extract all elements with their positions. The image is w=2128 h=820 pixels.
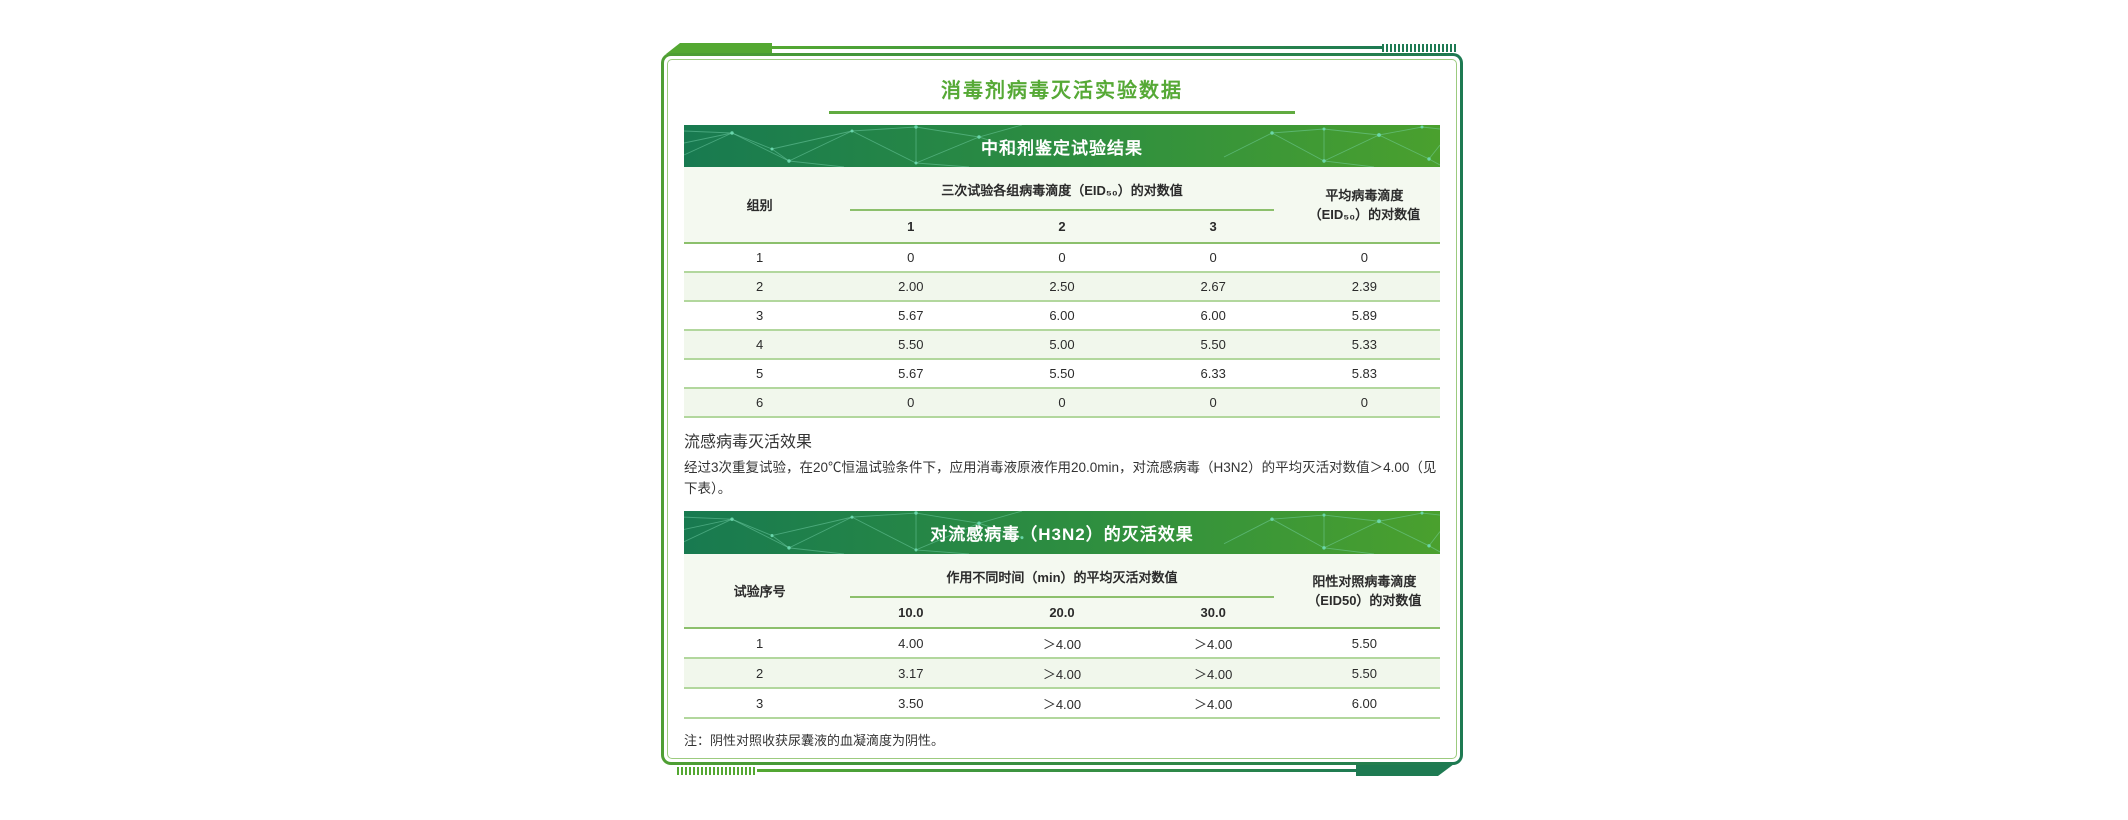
section-paragraph: 经过3次重复试验，在20℃恒温试验条件下，应用消毒液原液作用20.0min，对流…: [684, 460, 1437, 496]
span-header-underline: [850, 209, 1274, 211]
section-header-neutralizer: 中和剂鉴定试验结果: [684, 125, 1440, 167]
table-cell: 2: [684, 658, 836, 689]
table-cell: 2.67: [1137, 272, 1289, 302]
table-cell: 0: [1288, 388, 1440, 418]
col-header-positive-control: 阳性对照病毒滴度 （EID50）的对数值: [1288, 554, 1440, 628]
report-card: 消毒剂病毒灭活实验数据: [667, 59, 1457, 759]
table-cell: 5.33: [1288, 330, 1440, 360]
span-header-underline: [850, 596, 1274, 598]
table-cell: 2.00: [835, 272, 987, 302]
report-card-frame: 消毒剂病毒灭活实验数据: [661, 53, 1463, 765]
subcol-header: 20.0: [986, 598, 1138, 628]
table-cell: ＞4.00: [1137, 688, 1289, 719]
span-header-text: 三次试验各组病毒滴度（EID₅₀）的对数值: [941, 182, 1183, 198]
table-row: 5 5.67 5.50 6.33 5.83: [684, 359, 1440, 389]
table-cell: 6.00: [1288, 688, 1440, 719]
comb-pattern-bottom-left: [677, 767, 757, 775]
table-cell: 0: [1137, 243, 1289, 273]
subcol-header: 2: [986, 211, 1138, 243]
subcol-header: 3: [1137, 211, 1289, 243]
neutralizer-results-table: 组别 三次试验各组病毒滴度（EID₅₀）的对数值 平均病毒滴度 （EID₅₀）的…: [684, 167, 1440, 418]
table-cell: 5.89: [1288, 301, 1440, 331]
table-row: 3 5.67 6.00 6.00 5.89: [684, 301, 1440, 331]
table-cell: 2.50: [986, 272, 1138, 302]
title-underline: [829, 111, 1295, 114]
table-cell: 5.67: [835, 359, 987, 389]
table-cell: ＞4.00: [986, 628, 1138, 659]
span-header-text: 作用不同时间（min）的平均灭活对数值: [946, 569, 1178, 585]
corner-tab-top-left: [666, 43, 772, 54]
table-body: 1 0 0 0 0 2 2.00 2.50 2.67 2.39 3 5.67 6.00 6.00 5.89 4…: [684, 243, 1440, 418]
page-title: 消毒剂病毒灭活实验数据: [941, 80, 1183, 102]
table-cell: 0: [835, 243, 987, 273]
table-cell: 3.17: [835, 658, 987, 689]
table-head: 组别 三次试验各组病毒滴度（EID₅₀）的对数值 平均病毒滴度 （EID₅₀）的…: [684, 167, 1440, 243]
table-cell: 6.00: [986, 301, 1138, 331]
table-cell: 1: [684, 628, 836, 659]
network-pattern: [684, 125, 1440, 167]
subcol-header: 10.0: [835, 598, 987, 628]
comb-pattern-top-right: [1382, 44, 1458, 52]
col-header-average: 平均病毒滴度 （EID₅₀）的对数值: [1288, 167, 1440, 243]
footnote: 注：阴性对照收获尿囊液的血凝滴度为阴性。: [684, 733, 945, 748]
report-card-gap: 消毒剂病毒灭活实验数据: [664, 56, 1460, 762]
table-row: 4 5.50 5.00 5.50 5.33: [684, 330, 1440, 360]
table-cell: 5.67: [835, 301, 987, 331]
col-header-test-number: 试验序号: [684, 554, 836, 628]
table-cell: ＞4.00: [1137, 658, 1289, 689]
col-header-span: 作用不同时间（min）的平均灭活对数值: [835, 554, 1289, 598]
table-cell: 0: [986, 388, 1138, 418]
section-header-h3n2: 对流感病毒（H3N2）的灭活效果: [684, 511, 1440, 554]
table-cell: 6.00: [1137, 301, 1289, 331]
section-subheading: 流感病毒灭活效果: [684, 434, 813, 451]
table-cell: 0: [835, 388, 987, 418]
table-body: 1 4.00 ＞4.00 ＞4.00 5.50 2 3.17 ＞4.00 ＞4.00 5.50 3 3…: [684, 628, 1440, 719]
table-cell: 4.00: [835, 628, 987, 659]
table-cell: 2: [684, 272, 836, 302]
corner-tab-bottom-right: [1356, 764, 1454, 776]
table-cell: 5.50: [1288, 628, 1440, 659]
table-cell: 5.83: [1288, 359, 1440, 389]
table-cell: ＞4.00: [1137, 628, 1289, 659]
table-head: 试验序号 作用不同时间（min）的平均灭活对数值 阳性对照病毒滴度 （EID50…: [684, 554, 1440, 628]
network-pattern: [684, 511, 1440, 554]
table-cell: 1: [684, 243, 836, 273]
table-cell: 5.50: [835, 330, 987, 360]
bottom-deco-line: [757, 769, 1360, 772]
table-row: 2 2.00 2.50 2.67 2.39: [684, 272, 1440, 302]
table-row: 3 3.50 ＞4.00 ＞4.00 6.00: [684, 688, 1440, 719]
table-cell: 0: [1137, 388, 1289, 418]
section-title-h3n2: 对流感病毒（H3N2）的灭活效果: [930, 525, 1194, 544]
table-cell: 0: [1288, 243, 1440, 273]
table-cell: 5: [684, 359, 836, 389]
table-cell: 2.39: [1288, 272, 1440, 302]
table-row: 2 3.17 ＞4.00 ＞4.00 5.50: [684, 658, 1440, 689]
table-cell: 3: [684, 688, 836, 719]
top-deco-line: [772, 46, 1382, 49]
table-row: 1 4.00 ＞4.00 ＞4.00 5.50: [684, 628, 1440, 659]
subcol-header: 1: [835, 211, 987, 243]
table-cell: ＞4.00: [986, 688, 1138, 719]
table-cell: 6.33: [1137, 359, 1289, 389]
table-cell: 5.50: [986, 359, 1138, 389]
table-cell: 5.50: [1137, 330, 1289, 360]
subcol-header: 30.0: [1137, 598, 1289, 628]
table-cell: 3: [684, 301, 836, 331]
table-cell: 0: [986, 243, 1138, 273]
section-title-neutralizer: 中和剂鉴定试验结果: [981, 138, 1143, 158]
table-cell: ＞4.00: [986, 658, 1138, 689]
table-cell: 4: [684, 330, 836, 360]
table-cell: 6: [684, 388, 836, 418]
table-cell: 3.50: [835, 688, 987, 719]
table-cell: 5.00: [986, 330, 1138, 360]
table-cell: 5.50: [1288, 658, 1440, 689]
h3n2-inactivation-table: 试验序号 作用不同时间（min）的平均灭活对数值 阳性对照病毒滴度 （EID50…: [684, 554, 1440, 719]
col-header-span: 三次试验各组病毒滴度（EID₅₀）的对数值: [835, 167, 1289, 211]
col-header-group: 组别: [684, 167, 836, 243]
